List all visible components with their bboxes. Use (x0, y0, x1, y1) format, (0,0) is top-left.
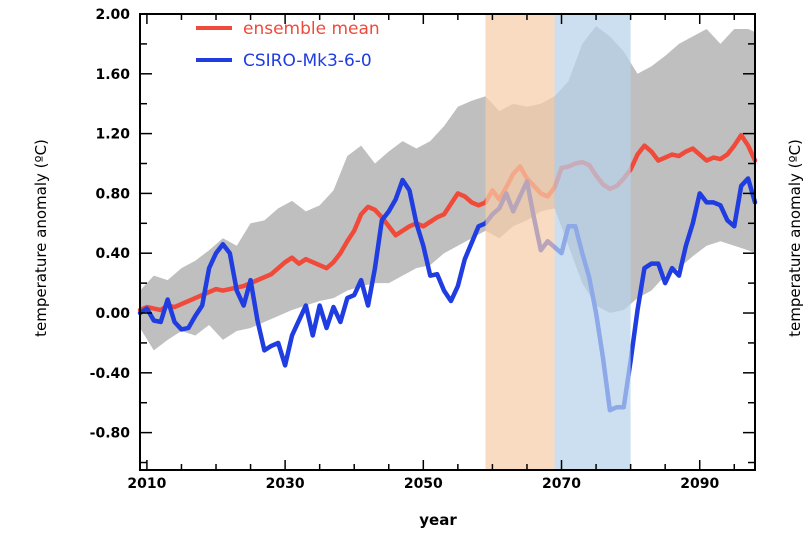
x-tick-label: 2030 (266, 476, 305, 492)
series-line-csiro-mk3-6-0 (137, 176, 758, 413)
tick-labels: 2010 2030 2050 2070 2090 2.00 1.60 1.20 0.80 0.40… (90, 7, 720, 492)
y-tick-label: -0.40 (90, 366, 131, 382)
y-tick-label: 2.00 (95, 7, 130, 23)
y-tick-label: 0.00 (95, 306, 130, 322)
y-tick-label: -0.80 (90, 426, 131, 442)
envelope-layer (140, 25, 755, 351)
envelope-area (140, 25, 755, 351)
highlight-band-2 (554, 14, 631, 470)
x-tick-label: 2070 (542, 476, 581, 492)
y-tick-label: 1.60 (95, 67, 130, 83)
series-line-ensemble-mean (137, 132, 758, 313)
y-axis-label-left: temperature anomaly (ºC) (32, 139, 50, 337)
legend-label-csiro: CSIRO-Mk3-6-0 (243, 51, 372, 71)
y-axis-label-right: temperature anomaly (ºC) (786, 139, 804, 337)
y-tick-label: 0.80 (95, 186, 130, 202)
y-tick-label: 1.20 (95, 127, 130, 143)
legend-label-ensemble-mean: ensemble mean (243, 19, 380, 39)
x-tick-label: 2050 (404, 476, 443, 492)
axis-ticks (140, 13, 755, 470)
series-layer (137, 14, 758, 470)
legend: ensemble mean CSIRO-Mk3-6-0 (196, 19, 380, 71)
x-axis-label: year (419, 511, 457, 529)
x-tick-label: 2010 (127, 476, 166, 492)
highlight-band-1 (485, 14, 555, 470)
plot-frame (139, 13, 756, 471)
x-tick-label: 2090 (680, 476, 719, 492)
y-tick-label: 0.40 (95, 246, 130, 262)
